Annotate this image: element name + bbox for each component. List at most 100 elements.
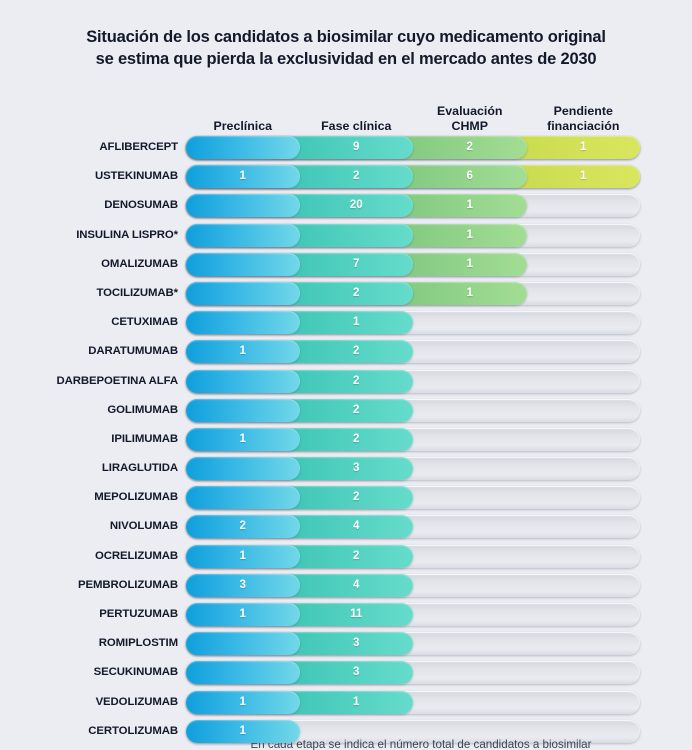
bar-row: DARBEPOETINA ALFA 2 (0, 369, 692, 399)
segment-value: 2 (239, 519, 246, 533)
bar-segments: 3 (186, 457, 640, 481)
bar-segment-stage-0 (186, 223, 300, 247)
segment-value: 2 (353, 344, 360, 358)
bar-row: CETUXIMAB 1 (0, 311, 692, 340)
column-header-stage-0: Preclínica (213, 118, 273, 133)
column-header-stage-3: Pendiente financiación (547, 104, 620, 133)
row-label: GOLIMUMAB (107, 403, 178, 416)
segment-value: 1 (580, 140, 587, 153)
segment-value: 2 (353, 548, 360, 562)
bar-segment-stage-0 (186, 252, 300, 276)
bar-segments: 1 20 (186, 194, 640, 218)
segment-value: 1 (580, 169, 587, 183)
segment-value: 1 (239, 169, 246, 183)
bar-segment-stage-0 (186, 457, 300, 481)
row-label: TOCILIZUMAB* (96, 286, 179, 299)
bar-row: TOCILIZUMAB* 1 2 (0, 281, 692, 311)
bar-row: CERTOLIZUMAB 1 (0, 719, 692, 749)
bar-segment-stage-0: 1 (186, 165, 300, 189)
bar-segments: 1 (186, 223, 640, 247)
bar-segment-stage-0: 1 (186, 719, 300, 743)
segment-value: 2 (353, 490, 360, 504)
segment-value: 11 (350, 607, 363, 620)
bar-segments: 1 (186, 311, 640, 335)
row-label: OMALIZUMAB (101, 257, 178, 270)
segment-value: 2 (353, 169, 360, 183)
segment-value: 4 (353, 577, 360, 591)
bar-row: DENOSUMAB 1 20 (0, 194, 692, 223)
segment-value: 2 (353, 285, 360, 299)
segment-value: 1 (239, 431, 246, 445)
bar-segments: 1 (186, 719, 640, 743)
title-line-2: se estima que pierda la exclusividad en … (95, 50, 597, 68)
segment-value: 2 (353, 373, 360, 387)
bar-segment-stage-0: 2 (186, 515, 300, 539)
segment-value: 4 (353, 519, 360, 533)
segment-value: 1 (353, 694, 360, 708)
segment-value: 1 (239, 344, 246, 358)
row-label: DARBEPOETINA ALFA (56, 374, 179, 387)
bar-row: SECUKINUMAB 3 (0, 661, 692, 690)
bar-row: MEPOLIZUMAB 2 (0, 486, 692, 515)
segment-value: 1 (466, 198, 473, 212)
bar-row: PEMBROLIZUMAB 4 3 (0, 573, 692, 603)
row-label: SECUKINUMAB (93, 666, 178, 679)
bar-segments: 3 (186, 632, 640, 656)
bar-segment-stage-0 (186, 632, 300, 656)
row-label: PEMBROLIZUMAB (78, 578, 178, 591)
segment-value: 3 (353, 636, 360, 650)
row-label: PERTUZUMAB (99, 608, 178, 620)
bar-segments: 3 (186, 661, 640, 685)
row-label: VEDOLIZUMAB (95, 695, 179, 708)
bar-segments: 1 2 9 (186, 136, 640, 159)
footnote: En cada etapa se indica el número total … (250, 738, 592, 750)
bar-segment-stage-0: 1 (186, 544, 300, 568)
segment-value: 3 (353, 665, 360, 679)
segment-value: 1 (353, 315, 360, 329)
segment-value: 6 (466, 169, 473, 183)
column-header-stage-1: Fase clínica (321, 118, 392, 133)
title-line-1: Situación de los candidatos a biosimilar… (86, 28, 606, 46)
bar-segment-stage-0: 1 (186, 603, 300, 626)
segment-value: 1 (239, 607, 246, 620)
bar-segment-stage-0 (186, 194, 300, 218)
bar-segment-stage-0 (186, 486, 300, 510)
row-label: USTEKINUMAB (94, 170, 178, 183)
segment-value: 1 (466, 227, 473, 241)
bar-row: DARATUMUMAB 2 1 (0, 340, 692, 369)
row-label: OCRELIZUMAB (94, 549, 178, 562)
bar-segment-stage-0 (186, 398, 300, 422)
row-label: LIRAGLUTIDA (101, 462, 178, 475)
bar-row: INSULINA LISPRO* 1 (0, 223, 692, 253)
row-label: DARATUMUMAB (88, 345, 178, 358)
bar-segments: 11 1 (186, 603, 640, 626)
bar-row: LIRAGLUTIDA 3 (0, 457, 692, 486)
column-header-stage-2: Evaluación CHMP (437, 104, 503, 133)
bar-row: OCRELIZUMAB 2 1 (0, 544, 692, 574)
bar-row: IPILIMUMAB 2 1 (0, 427, 692, 457)
bar-row: OMALIZUMAB 1 7 (0, 252, 692, 282)
segment-value: 9 (353, 140, 360, 153)
segment-value: 1 (239, 694, 246, 708)
row-label: CERTOLIZUMAB (88, 724, 178, 737)
bar-track (186, 719, 640, 743)
row-label: CETUXIMAB (111, 316, 178, 329)
bar-row: AFLIBERCEPT 1 2 9 (0, 136, 692, 165)
bar-row: GOLIMUMAB 2 (0, 398, 692, 428)
segment-value: 1 (239, 548, 246, 562)
bar-segment-stage-0 (186, 281, 300, 305)
row-label: NIVOLUMAB (109, 520, 178, 533)
bar-row: PERTUZUMAB 11 1 (0, 603, 692, 632)
row-label: IPILIMUMAB (111, 432, 178, 445)
segment-value: 3 (353, 461, 360, 475)
bar-segments: 2 (186, 486, 640, 510)
segment-value: 2 (353, 402, 360, 416)
